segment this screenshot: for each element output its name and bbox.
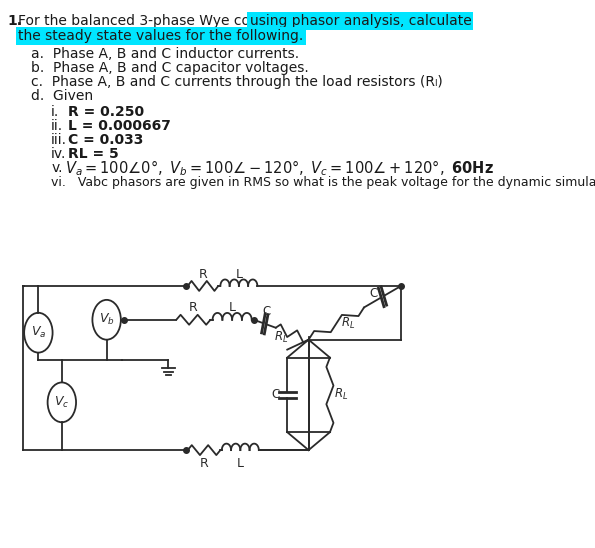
Text: iii.: iii. xyxy=(51,133,67,147)
Text: ii.: ii. xyxy=(51,119,63,133)
Text: d.  Given: d. Given xyxy=(32,89,93,103)
Text: a.  Phase A, B and C inductor currents.: a. Phase A, B and C inductor currents. xyxy=(32,47,299,61)
Text: C: C xyxy=(262,305,270,318)
Text: 1.: 1. xyxy=(8,14,23,28)
Text: $V_a$: $V_a$ xyxy=(31,325,46,340)
Text: vi.   Vabc phasors are given in RMS so what is the peak voltage for the dynamic : vi. Vabc phasors are given in RMS so wha… xyxy=(51,175,595,189)
Text: i.: i. xyxy=(51,105,60,119)
Text: L = 0.000667: L = 0.000667 xyxy=(68,119,171,133)
Text: R: R xyxy=(189,301,198,315)
Text: $R_L$: $R_L$ xyxy=(340,316,355,331)
Text: RL = 5: RL = 5 xyxy=(68,147,119,161)
Text: C: C xyxy=(370,287,378,300)
Text: $R_L$: $R_L$ xyxy=(274,330,288,345)
Text: v.: v. xyxy=(51,161,62,175)
Text: b.  Phase A, B and C capacitor voltages.: b. Phase A, B and C capacitor voltages. xyxy=(32,61,309,75)
Text: $V_b$: $V_b$ xyxy=(99,312,114,327)
Text: using phasor analysis, calculate: using phasor analysis, calculate xyxy=(249,14,471,28)
Text: L: L xyxy=(237,456,244,470)
Text: iv.: iv. xyxy=(51,147,67,161)
Text: L: L xyxy=(228,301,236,315)
Text: R: R xyxy=(200,456,208,470)
Text: c.  Phase A, B and C currents through the load resistors (Rₗ): c. Phase A, B and C currents through the… xyxy=(32,75,443,89)
Text: L: L xyxy=(236,267,242,281)
Text: C: C xyxy=(272,389,280,401)
Text: C = 0.033: C = 0.033 xyxy=(68,133,143,147)
Text: $V_c$: $V_c$ xyxy=(54,395,70,410)
Text: R: R xyxy=(199,267,207,281)
Text: R = 0.250: R = 0.250 xyxy=(68,105,145,119)
Text: the steady state values for the following.: the steady state values for the followin… xyxy=(18,29,303,43)
Text: For the balanced 3-phase Wye connected circuit below: For the balanced 3-phase Wye connected c… xyxy=(18,14,404,28)
Text: $R_L$: $R_L$ xyxy=(334,387,349,402)
Text: $V_a = 100\angle 0°,\ V_b = 100\angle -120°,\ V_c = 100\angle +120°,\ \mathbf{60: $V_a = 100\angle 0°,\ V_b = 100\angle -1… xyxy=(65,158,494,178)
